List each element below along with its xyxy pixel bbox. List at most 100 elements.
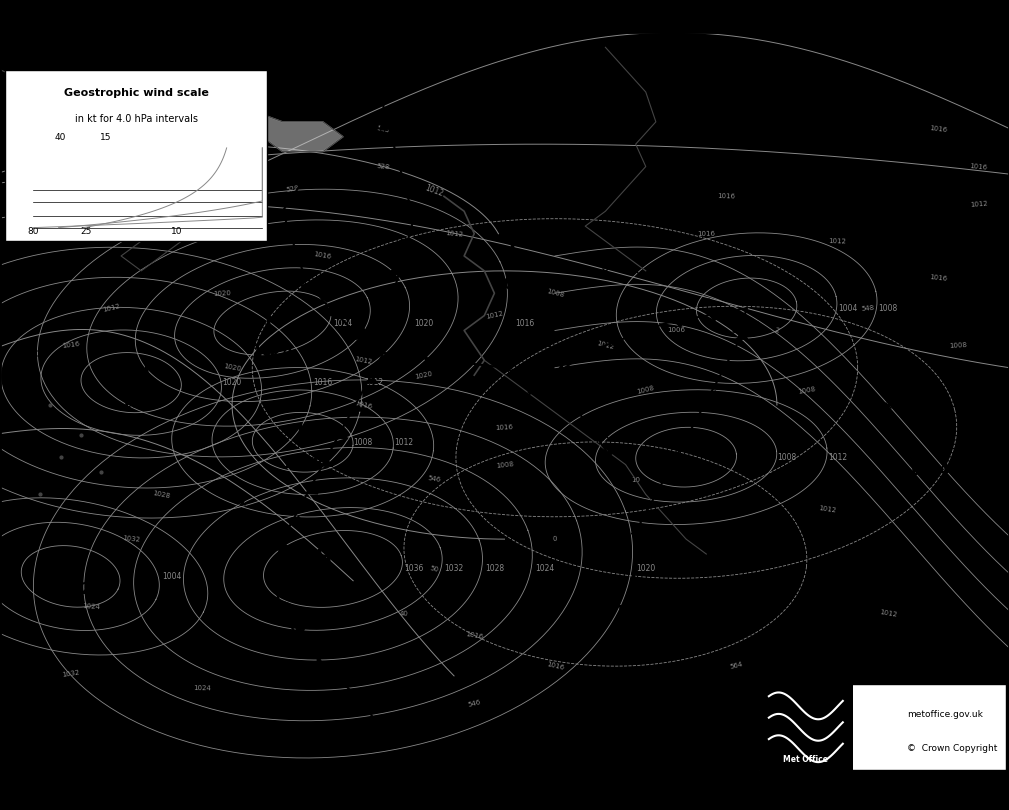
- Text: 1008: 1008: [798, 386, 816, 394]
- Text: 1012: 1012: [395, 437, 413, 447]
- Polygon shape: [289, 517, 303, 522]
- Text: 1020: 1020: [222, 378, 242, 387]
- Text: 1016: 1016: [929, 126, 947, 134]
- Polygon shape: [348, 406, 363, 411]
- Text: 1008: 1008: [878, 304, 898, 313]
- Text: H: H: [315, 548, 331, 567]
- Polygon shape: [498, 360, 508, 371]
- Text: L: L: [65, 548, 77, 567]
- Text: 1024: 1024: [193, 685, 211, 692]
- Text: 1008: 1008: [353, 437, 373, 447]
- Polygon shape: [333, 433, 348, 439]
- Text: 1024: 1024: [82, 603, 100, 610]
- Text: 1006: 1006: [667, 327, 685, 334]
- Text: 1028: 1028: [485, 565, 503, 573]
- Bar: [759, 684, 1006, 770]
- Polygon shape: [536, 376, 543, 386]
- Text: 1024: 1024: [251, 344, 294, 359]
- Polygon shape: [317, 654, 325, 663]
- Text: H: H: [264, 309, 281, 329]
- Wedge shape: [374, 93, 393, 100]
- Text: 1010: 1010: [554, 709, 596, 724]
- Text: 1012: 1012: [970, 200, 988, 207]
- Text: 80: 80: [27, 227, 39, 236]
- Text: 564: 564: [730, 661, 744, 671]
- Text: 1008: 1008: [949, 342, 968, 349]
- Text: 1012: 1012: [162, 230, 181, 237]
- Text: 1004: 1004: [524, 366, 566, 382]
- Polygon shape: [608, 342, 620, 348]
- Text: 999: 999: [731, 322, 763, 336]
- Wedge shape: [277, 224, 298, 233]
- Polygon shape: [606, 449, 616, 458]
- Text: L: L: [680, 437, 692, 455]
- Text: 1012: 1012: [445, 230, 463, 237]
- Text: 1008: 1008: [777, 453, 797, 462]
- Text: 50: 50: [429, 565, 439, 573]
- Polygon shape: [673, 319, 683, 327]
- Polygon shape: [735, 335, 748, 340]
- Polygon shape: [419, 351, 428, 361]
- Text: 1024: 1024: [535, 565, 555, 573]
- Polygon shape: [277, 601, 291, 609]
- Polygon shape: [632, 530, 644, 534]
- Text: 1024: 1024: [120, 396, 162, 411]
- Polygon shape: [275, 544, 291, 550]
- Text: 1020: 1020: [415, 370, 433, 380]
- Text: ©  Crown Copyright: © Crown Copyright: [907, 744, 998, 753]
- Polygon shape: [641, 330, 651, 336]
- Polygon shape: [721, 364, 735, 368]
- Text: 1016: 1016: [697, 231, 715, 237]
- Polygon shape: [268, 573, 283, 579]
- Bar: [5, 70, 267, 241]
- Text: Geostrophic wind scale: Geostrophic wind scale: [64, 88, 209, 98]
- Text: 1032: 1032: [62, 669, 80, 678]
- Text: 546: 546: [467, 698, 481, 708]
- Wedge shape: [374, 326, 393, 334]
- Text: 1020: 1020: [636, 565, 656, 573]
- Text: H: H: [839, 563, 856, 582]
- Polygon shape: [567, 398, 575, 407]
- Text: 1008: 1008: [282, 456, 324, 471]
- Text: 1024: 1024: [333, 318, 353, 327]
- Wedge shape: [302, 279, 321, 290]
- Text: 60N: 60N: [0, 191, 3, 200]
- Text: L: L: [569, 675, 581, 694]
- Text: 548: 548: [861, 305, 875, 312]
- Polygon shape: [691, 419, 704, 424]
- Polygon shape: [646, 501, 659, 506]
- Text: L: L: [741, 288, 753, 306]
- Text: H: H: [133, 362, 149, 381]
- Text: 1036: 1036: [404, 565, 424, 573]
- Text: 1016: 1016: [717, 193, 736, 199]
- Text: 1012: 1012: [879, 609, 897, 618]
- Bar: [759, 684, 853, 770]
- Text: 528: 528: [376, 163, 390, 170]
- Text: 1020: 1020: [223, 363, 241, 373]
- Polygon shape: [319, 461, 333, 467]
- Text: 1002: 1002: [49, 582, 92, 597]
- Polygon shape: [553, 373, 564, 377]
- Wedge shape: [404, 210, 422, 218]
- Wedge shape: [348, 326, 365, 339]
- Text: 1012: 1012: [828, 453, 847, 462]
- Text: L: L: [509, 243, 521, 262]
- Polygon shape: [528, 390, 540, 396]
- Polygon shape: [577, 354, 589, 359]
- Text: 1007: 1007: [493, 277, 536, 292]
- Text: 1016: 1016: [495, 424, 514, 431]
- Polygon shape: [706, 391, 719, 395]
- Wedge shape: [288, 253, 307, 262]
- Text: 1012: 1012: [102, 303, 120, 313]
- Wedge shape: [380, 122, 399, 130]
- Text: 1012: 1012: [828, 238, 847, 245]
- Text: 1016: 1016: [465, 632, 483, 641]
- Text: 1016: 1016: [546, 661, 564, 671]
- Text: 10: 10: [171, 227, 183, 236]
- Text: 525: 525: [376, 125, 390, 134]
- Wedge shape: [389, 268, 408, 276]
- Wedge shape: [282, 194, 301, 205]
- Polygon shape: [295, 629, 305, 637]
- Text: metoffice.gov.uk: metoffice.gov.uk: [907, 710, 983, 719]
- Text: 1020: 1020: [414, 318, 434, 327]
